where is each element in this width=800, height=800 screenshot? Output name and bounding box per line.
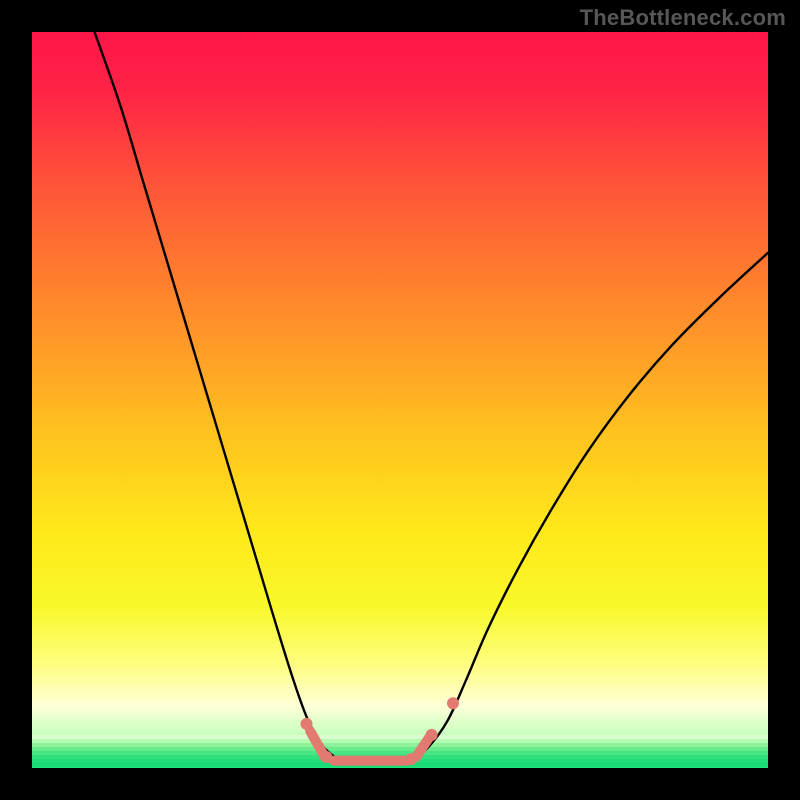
watermark-label: TheBottleneck.com <box>580 5 786 31</box>
trough-dot <box>426 729 438 741</box>
chart-canvas: TheBottleneck.com <box>0 0 800 800</box>
curve-left <box>95 32 338 759</box>
bottleneck-curve <box>32 32 768 768</box>
trough-markers <box>301 697 459 765</box>
trough-segment <box>416 737 429 757</box>
plot-area <box>32 32 768 768</box>
trough-dot <box>447 697 459 709</box>
curve-right <box>415 253 768 759</box>
